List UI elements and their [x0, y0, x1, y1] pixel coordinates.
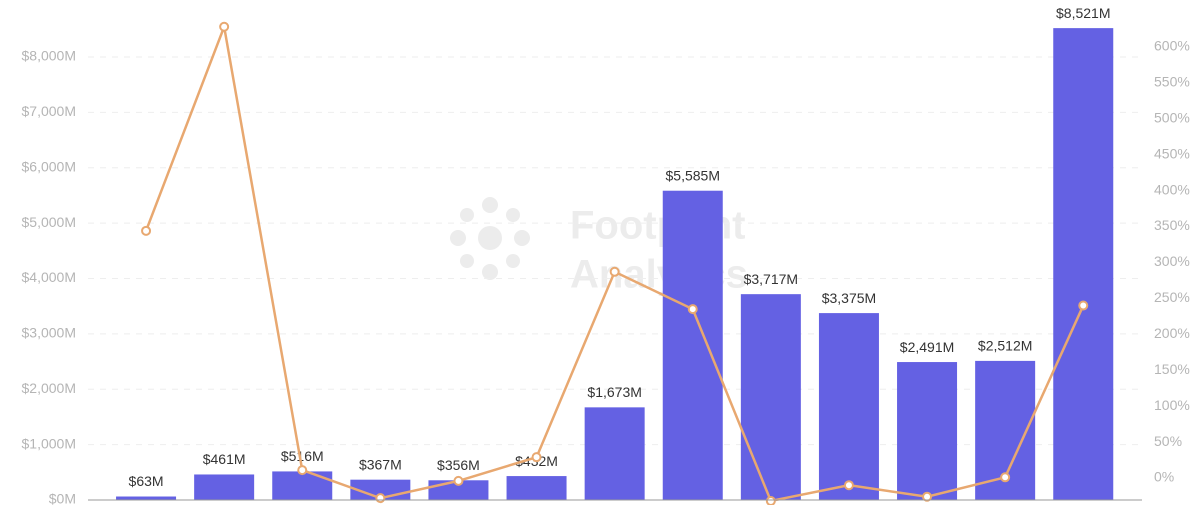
line-point — [1078, 300, 1089, 311]
y2-tick-label: 450% — [1154, 145, 1190, 161]
bar — [897, 362, 958, 500]
value-label: $461M — [203, 451, 246, 467]
bar — [194, 474, 255, 500]
line-point — [297, 465, 308, 476]
y2-tick-label: 350% — [1154, 217, 1190, 233]
y-tick-label: $5,000M — [22, 214, 76, 230]
watermark-logo — [450, 197, 530, 280]
value-label: $3,375M — [822, 290, 876, 306]
y-tick-label: $2,000M — [22, 380, 76, 396]
y2-tick-label: 250% — [1154, 289, 1190, 305]
value-label: $1,673M — [587, 384, 641, 400]
y2-tick-label: 200% — [1154, 325, 1190, 341]
value-label: $516M — [281, 448, 324, 464]
y2-tick-label: 0% — [1154, 469, 1174, 485]
y-tick-label: $0M — [49, 491, 76, 505]
bar — [740, 294, 801, 500]
bar — [116, 496, 177, 500]
value-label: $5,585M — [666, 167, 720, 183]
y2-tick-label: 400% — [1154, 181, 1190, 197]
value-label: $2,491M — [900, 339, 954, 355]
y-tick-label: $3,000M — [22, 325, 76, 341]
line-point — [1000, 472, 1011, 483]
y2-tick-label: 100% — [1154, 397, 1190, 413]
value-label: $8,521M — [1056, 5, 1110, 21]
line-point — [765, 496, 776, 505]
y-tick-label: $8,000M — [22, 48, 76, 64]
bar — [1053, 28, 1114, 501]
line-point — [375, 493, 386, 504]
y2-tick-label: 150% — [1154, 361, 1190, 377]
y-tick-label: $4,000M — [22, 269, 76, 285]
line-point — [531, 452, 542, 463]
value-label: $3,717M — [744, 271, 798, 287]
y2-tick-label: 300% — [1154, 253, 1190, 269]
line-point — [922, 491, 933, 502]
y2-tick-label: 500% — [1154, 109, 1190, 125]
bar — [818, 313, 879, 500]
y2-tick-label: 600% — [1154, 38, 1190, 54]
bar — [662, 190, 723, 500]
line-point — [843, 480, 854, 491]
value-label: $356M — [437, 457, 480, 473]
value-label: $63M — [129, 473, 164, 489]
bar — [272, 471, 333, 500]
value-label: $2,512M — [978, 338, 1032, 354]
y2-tick-label: 550% — [1154, 74, 1190, 90]
bar — [506, 476, 567, 500]
line-point — [609, 266, 620, 277]
y-tick-label: $7,000M — [22, 103, 76, 119]
bar — [584, 407, 645, 500]
line-point — [141, 225, 152, 236]
line-point — [687, 304, 698, 315]
value-label: $367M — [359, 456, 402, 472]
y-tick-label: $1,000M — [22, 435, 76, 451]
y-tick-label: $6,000M — [22, 158, 76, 174]
y2-tick-label: 50% — [1154, 433, 1182, 449]
line-point — [219, 21, 230, 32]
line-point — [453, 475, 464, 486]
